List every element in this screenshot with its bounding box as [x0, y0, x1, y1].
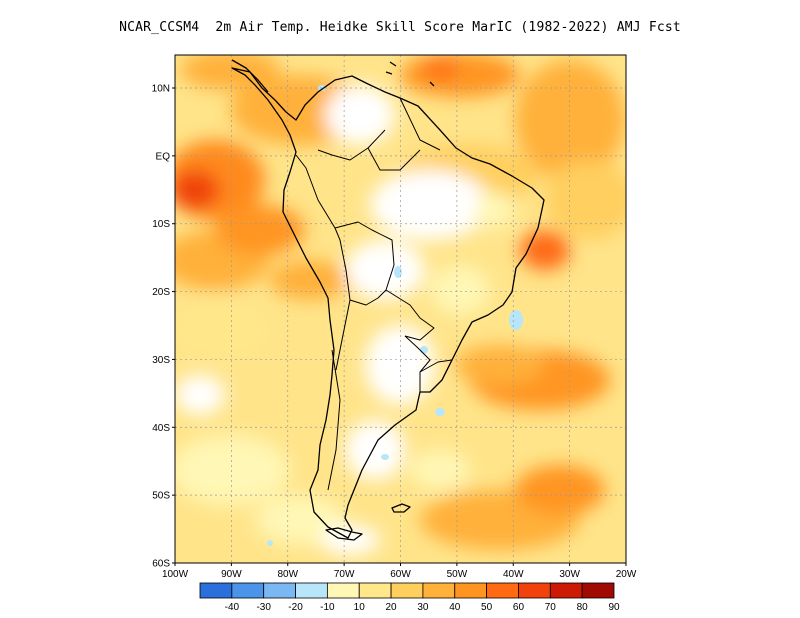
colorbar-label: 30	[417, 602, 429, 613]
field-patches	[175, 55, 626, 555]
caribbean-islands	[385, 61, 435, 87]
longitude-labels: 100W 90W 80W 70W 60W 50W 40W 30W 20W	[162, 563, 637, 580]
colorbar-label: -30	[256, 602, 271, 613]
lat-tick-label: 60S	[152, 559, 170, 570]
colorbar	[199, 582, 615, 599]
falklands	[391, 503, 411, 513]
colorbar-label: 10	[354, 602, 366, 613]
lat-tick-label: 30S	[152, 355, 170, 366]
lat-tick-label: 20S	[152, 287, 170, 298]
colorbar-label: -10	[320, 602, 335, 613]
country-borders	[295, 97, 441, 491]
negative-patches	[267, 85, 523, 546]
colorbar-swatch	[422, 582, 456, 599]
colorbar-labels: -40 -30 -20 -10 10 20 30 40 50 60 70 80 90	[225, 602, 620, 613]
colorbar-label: 60	[513, 602, 525, 613]
lat-tick-label: 40S	[152, 423, 170, 434]
colorbar-label: 90	[608, 602, 620, 613]
tierra-del-fuego	[325, 527, 363, 541]
skill-field	[175, 55, 626, 563]
lon-tick-label: 20W	[616, 569, 637, 580]
lon-tick-label: 30W	[559, 569, 580, 580]
lat-tick-label: 10S	[152, 219, 170, 230]
coastlines	[231, 59, 545, 541]
colorbar-label: 70	[545, 602, 557, 613]
colorbar-label: -20	[288, 602, 303, 613]
colorbar-swatch	[549, 582, 583, 599]
grid-lines	[175, 55, 626, 563]
colorbar-swatch	[295, 582, 328, 599]
lon-tick-label: 100W	[162, 569, 189, 580]
lat-tick-label: 50S	[152, 491, 170, 502]
uruguay-border	[419, 359, 453, 393]
lat-tick-label: EQ	[156, 151, 171, 162]
lon-tick-label: 70W	[334, 569, 355, 580]
colorbar-swatch	[454, 582, 488, 599]
colorbar-label: 20	[386, 602, 398, 613]
colorbar-label: 50	[481, 602, 493, 613]
lon-tick-label: 60W	[390, 569, 411, 580]
colorbar-label: 80	[577, 602, 589, 613]
colorbar-swatch	[358, 582, 392, 599]
colorbar-swatch	[199, 582, 233, 599]
colorbar-swatch	[231, 582, 265, 599]
colorbar-swatch	[390, 582, 424, 599]
lon-tick-label: 50W	[447, 569, 468, 580]
colorbar-label: 40	[449, 602, 461, 613]
colorbar-label: -40	[225, 602, 240, 613]
lon-tick-label: 80W	[277, 569, 298, 580]
lon-tick-label: 90W	[221, 569, 242, 580]
colorbar-swatch	[581, 582, 615, 599]
chart-title: NCAR_CCSM4 2m Air Temp. Heidke Skill Sco…	[119, 20, 681, 35]
lat-tick-label: 10N	[152, 84, 170, 95]
latitude-labels: 10N EQ 10S 20S 30S 40S 50S 60S	[152, 84, 175, 570]
lon-tick-label: 40W	[503, 569, 524, 580]
colorbar-swatch	[326, 582, 360, 599]
central-america	[231, 59, 269, 93]
colorbar-swatch	[518, 582, 551, 599]
south-america-coastline	[231, 67, 545, 539]
colorbar-swatch	[263, 582, 296, 599]
colorbar-swatch	[486, 582, 519, 599]
